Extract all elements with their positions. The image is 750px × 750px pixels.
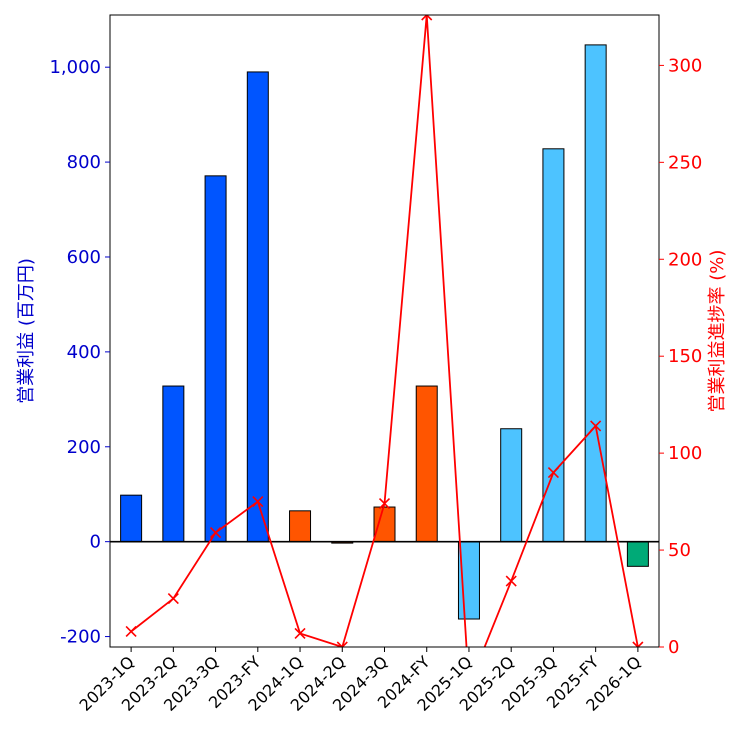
bar-2024-FY xyxy=(415,385,438,543)
bars-group xyxy=(120,44,649,620)
left-axis: -200 0 200 400 600 800 1,000 xyxy=(49,57,110,648)
marker-2025-3Q xyxy=(547,466,559,479)
marker-2024-1Q xyxy=(294,627,306,639)
right-tick-label: 300 xyxy=(668,55,702,76)
marker-2023-FY xyxy=(252,496,264,508)
right-axis-label: 営業利益進捗率 (%) xyxy=(707,250,728,413)
plot-frame xyxy=(109,14,660,648)
marker-2023-3Q xyxy=(210,527,222,539)
bar-2023-1Q xyxy=(120,494,143,543)
bar-2026-1Q xyxy=(626,541,649,567)
frame-group xyxy=(109,14,660,648)
marker-2024-3Q xyxy=(378,497,391,510)
marker-2024-2Q xyxy=(336,641,348,647)
marker-2026-1Q xyxy=(632,641,644,647)
bar-2023-FY xyxy=(246,71,269,543)
right-tick-label: 0 xyxy=(668,637,679,658)
marker-2023-1Q xyxy=(125,625,137,638)
left-tick-label: 400 xyxy=(67,342,101,363)
marker-2023-2Q xyxy=(167,592,179,605)
line-group xyxy=(125,15,644,647)
right-tick-label: 150 xyxy=(668,346,702,367)
left-axis-label: 営業利益 (百万円) xyxy=(16,258,37,404)
left-tick-label: 0 xyxy=(90,532,101,553)
right-tick-label: 250 xyxy=(668,152,702,173)
bar-2025-2Q xyxy=(500,428,523,543)
left-tick-label: 200 xyxy=(67,437,101,458)
bar-2024-1Q xyxy=(289,510,312,543)
bar-2024-3Q xyxy=(373,506,396,543)
marker-2024-FY xyxy=(421,15,433,21)
left-tick-label: 1,000 xyxy=(49,57,101,78)
marker-2025-2Q xyxy=(505,575,517,587)
bar-2023-3Q xyxy=(204,175,227,543)
bar-2023-2Q xyxy=(162,385,185,543)
x-axis: 2023-1Q2023-2Q2023-3Q2023-FY2024-1Q2024-… xyxy=(76,647,645,715)
marker-2025-FY xyxy=(590,420,602,432)
right-tick-label: 100 xyxy=(668,443,702,464)
left-tick-label: 800 xyxy=(67,152,101,173)
left-tick-label: -200 xyxy=(60,627,101,648)
right-tick-label: 50 xyxy=(668,540,691,561)
right-tick-label: 200 xyxy=(668,249,702,270)
bar-2025-3Q xyxy=(542,148,565,543)
left-tick-label: 600 xyxy=(67,247,101,268)
right-axis: 0 50 100 150 200 250 300 xyxy=(659,55,702,658)
